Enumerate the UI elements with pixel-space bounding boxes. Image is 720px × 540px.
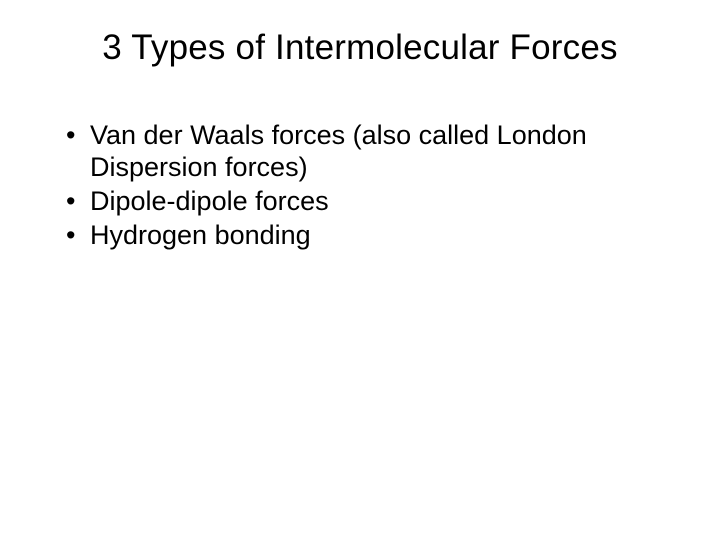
slide-title: 3 Types of Intermolecular Forces bbox=[28, 28, 692, 68]
list-item: Hydrogen bonding bbox=[66, 220, 692, 252]
list-item: Dipole-dipole forces bbox=[66, 186, 692, 218]
slide: 3 Types of Intermolecular Forces Van der… bbox=[0, 0, 720, 540]
list-item: Van der Waals forces (also called London… bbox=[66, 120, 692, 184]
bullet-list: Van der Waals forces (also called London… bbox=[28, 120, 692, 251]
